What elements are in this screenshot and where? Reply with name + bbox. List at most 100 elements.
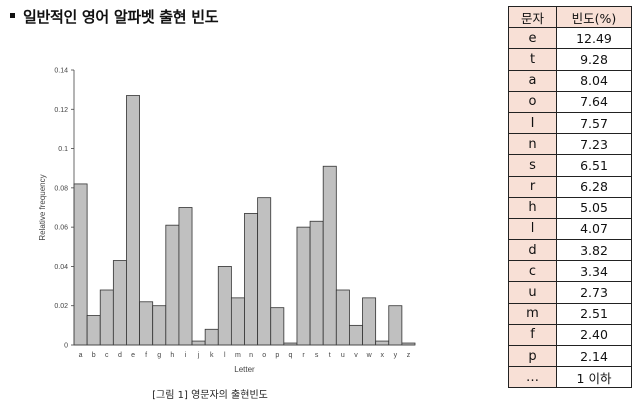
- table-cell-frequency: 6.28: [556, 175, 632, 198]
- bar-d: [112, 260, 127, 346]
- bar-a: [73, 183, 88, 346]
- x-tick-label: x: [380, 352, 384, 359]
- table-cell-frequency: 2.40: [556, 323, 632, 347]
- bar-f: [139, 301, 154, 346]
- x-tick-label: d: [118, 352, 122, 359]
- table-cell-letter: m: [508, 302, 557, 325]
- table-cell-letter: n: [508, 133, 557, 156]
- bar-j: [191, 340, 206, 346]
- table-row: l 4.07: [508, 217, 632, 241]
- frequency-table: 문자 빈도(%) e 12.49 t 9.28 a 8.04 o 7.64 I 7.57 n 7.23…: [508, 5, 632, 389]
- bar-n: [244, 212, 259, 346]
- x-tick-label: g: [157, 352, 161, 359]
- bar-r: [296, 226, 311, 346]
- table-cell-letter: s: [508, 154, 557, 177]
- bar-p: [270, 307, 285, 346]
- x-tick-label: e: [131, 352, 135, 359]
- table-row: a 8.04: [508, 69, 632, 92]
- x-tick-label: z: [407, 352, 411, 359]
- table-cell-letter: a: [508, 69, 557, 92]
- table-row: e 12.49: [508, 27, 632, 50]
- table-row: I 7.57: [508, 111, 632, 135]
- bar-u: [335, 289, 350, 346]
- table-cell-frequency: 2.73: [556, 281, 632, 304]
- bullet-icon: [10, 13, 15, 18]
- bars-group: [73, 95, 416, 346]
- table-row: … 1 이하: [508, 366, 632, 389]
- y-tick-label: 0: [64, 343, 68, 350]
- table-row: n 7.23: [508, 133, 632, 156]
- bar-m: [230, 297, 245, 346]
- y-tick-label: 0.14: [54, 68, 68, 75]
- x-tick-label: n: [249, 352, 253, 359]
- table-cell-letter: I: [508, 111, 557, 135]
- x-tick-label: l: [224, 352, 226, 359]
- table-cell-frequency: 7.23: [556, 133, 632, 156]
- x-tick-label: k: [210, 352, 214, 359]
- table-cell-frequency: 3.34: [556, 260, 632, 283]
- table-cell-letter: r: [508, 175, 557, 198]
- table-cell-frequency: 3.82: [556, 239, 632, 262]
- bar-l: [217, 266, 232, 346]
- table-row: u 2.73: [508, 281, 632, 304]
- x-tick-label: m: [235, 352, 241, 359]
- y-axis-label: Relative frequency: [38, 174, 47, 240]
- table-cell-letter: f: [508, 323, 557, 347]
- table-cell-frequency: 4.07: [556, 217, 632, 241]
- column-header-letter: 문자: [508, 5, 557, 29]
- x-tick-label: c: [105, 352, 109, 359]
- x-tick-label: s: [315, 352, 319, 359]
- x-tick-label: a: [79, 352, 83, 359]
- x-tick-label: r: [302, 352, 305, 359]
- table-cell-frequency: 9.28: [556, 48, 632, 71]
- bar-w: [362, 297, 377, 346]
- column-header-frequency: 빈도(%): [556, 5, 632, 29]
- table-row: m 2.51: [508, 302, 632, 325]
- x-tick-label: b: [92, 352, 96, 359]
- table-cell-frequency: 8.04: [556, 69, 632, 92]
- bar-x: [375, 340, 390, 346]
- x-tick-label: v: [354, 352, 358, 359]
- bar-t: [322, 165, 337, 346]
- page-heading: 일반적인 영어 알파벳 출현 빈도: [10, 6, 219, 27]
- table-row: t 9.28: [508, 48, 632, 71]
- table-header-row: 문자 빈도(%): [508, 5, 632, 29]
- table-cell-frequency: 7.57: [556, 111, 632, 135]
- page-heading-text: 일반적인 영어 알파벳 출현 빈도: [23, 8, 219, 26]
- table-row: c 3.34: [508, 260, 632, 283]
- figure-caption: [그림 1] 영문자의 출현빈도: [152, 390, 268, 401]
- axes-group: a b c d e f g h i j k l m n o p q r s t u v w x y z 0 0.02 0.04 0.06 0…: [54, 68, 415, 359]
- table-cell-letter: p: [508, 344, 557, 368]
- y-tick-label: 0.04: [54, 264, 68, 271]
- table-row: p 2.14: [508, 344, 632, 368]
- x-tick-label: i: [185, 352, 187, 359]
- table-row: s 6.51: [508, 154, 632, 177]
- x-tick-label: q: [288, 352, 292, 359]
- bar-g: [152, 305, 167, 346]
- x-tick-label: w: [366, 352, 373, 359]
- bar-o: [257, 197, 272, 346]
- table-cell-letter: …: [508, 366, 557, 389]
- bar-c: [99, 289, 114, 346]
- y-tick-label: 0.1: [58, 146, 68, 153]
- table-cell-frequency: 12.49: [556, 27, 632, 50]
- table-cell-letter: h: [508, 196, 557, 219]
- bar-b: [86, 315, 101, 346]
- table-cell-frequency: 2.51: [556, 302, 632, 325]
- table-row: r 6.28: [508, 175, 632, 198]
- table-cell-frequency: 1 이하: [556, 366, 632, 389]
- x-tick-label: y: [394, 352, 398, 359]
- y-tick-label: 0.06: [54, 225, 68, 232]
- x-tick-label: f: [145, 352, 147, 359]
- table-row: f 2.40: [508, 323, 632, 347]
- frequency-bar-chart: a b c d e f g h i j k l m n o p q r s t u v w x y z 0 0.02 0.04 0.06 0…: [38, 68, 416, 374]
- table-cell-letter: d: [508, 239, 557, 262]
- table-cell-letter: c: [508, 260, 557, 283]
- x-tick-label: u: [341, 352, 345, 359]
- bar-y: [388, 305, 403, 346]
- table-row: o 7.64: [508, 90, 632, 113]
- y-tick-label: 0.12: [54, 107, 68, 114]
- table-cell-frequency: 6.51: [556, 154, 632, 177]
- table-cell-frequency: 2.14: [556, 344, 632, 368]
- table-cell-letter: t: [508, 48, 557, 71]
